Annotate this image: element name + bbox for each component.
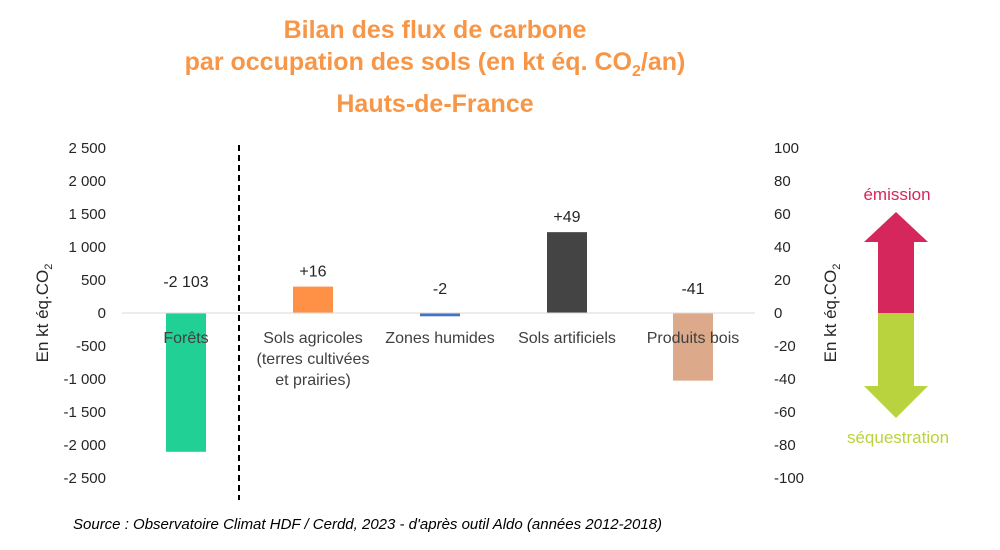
left-tick-label: 0 [98, 305, 106, 322]
data-label-zones-humides: -2 [433, 281, 447, 298]
bar-zones-humides [420, 313, 460, 317]
sequestration-label: séquestration [847, 428, 949, 447]
data-label-sols-artificiels: +49 [553, 209, 580, 226]
category-label-sols-agricoles: et prairies) [275, 372, 351, 389]
left-axis-label: En kt éq.CO2 [33, 264, 55, 363]
category-label-sols-artificiels: Sols artificiels [518, 330, 616, 347]
right-tick-label: -60 [774, 404, 796, 421]
bar-forets [166, 313, 206, 452]
title-line-3: Hauts-de-France [336, 90, 534, 118]
source-note: Source : Observatoire Climat HDF / Cerdd… [73, 516, 662, 533]
right-tick-label: -20 [774, 338, 796, 355]
sequestration-arrow-down [864, 313, 928, 418]
category-label-zones-humides: Zones humides [385, 330, 494, 347]
left-tick-label: 500 [81, 272, 106, 289]
category-label-forets: Forêts [163, 330, 208, 347]
data-label-produits-bois: -41 [681, 281, 704, 298]
right-tick-label: -100 [774, 470, 804, 487]
right-tick-label: -40 [774, 371, 796, 388]
bar-produits-bois [673, 313, 713, 381]
category-label-produits-bois: Produits bois [647, 330, 740, 347]
category-label-sols-agricoles: Sols agricoles [263, 330, 363, 347]
emission-sequestration-arrow [864, 212, 928, 418]
right-tick-label: 20 [774, 272, 791, 289]
left-tick-label: -2 000 [63, 437, 106, 454]
right-tick-label: 80 [774, 173, 791, 190]
left-tick-label: 1 500 [68, 206, 106, 223]
title-line-2: par occupation des sols (en kt éq. CO2/a… [184, 48, 686, 80]
bar-chart: 2 500 2 000 1 500 1 000 500 0 -500 -1 000 -1 500… [33, 140, 949, 500]
bar-sols-agricoles [293, 286, 333, 313]
category-labels: Forêts Sols agricoles (terres cultivées et … [163, 330, 739, 389]
left-tick-label: -1 500 [63, 404, 106, 421]
emission-label: émission [863, 185, 930, 204]
emission-arrow-up [864, 212, 928, 313]
data-label-forets: -2 103 [163, 274, 208, 291]
left-tick-label: 2 500 [68, 140, 106, 157]
data-label-sols-agricoles: +16 [299, 264, 326, 281]
right-tick-label: 100 [774, 140, 799, 157]
right-tick-label: 60 [774, 206, 791, 223]
right-tick-label: 40 [774, 239, 791, 256]
right-tick-label: -80 [774, 437, 796, 454]
left-tick-label: -2 500 [63, 470, 106, 487]
chart-title: Bilan des flux de carbone par occupation… [130, 14, 740, 120]
category-label-sols-agricoles: (terres cultivées [257, 351, 370, 368]
left-tick-label: -1 000 [63, 371, 106, 388]
bars [166, 232, 713, 452]
bar-sols-artificiels [547, 232, 587, 313]
right-axis-label: En kt éq.CO2 [821, 264, 843, 363]
data-labels: -2 103 +16 -2 +49 -41 [163, 209, 704, 298]
left-tick-label: -500 [76, 338, 106, 355]
left-tick-label: 2 000 [68, 173, 106, 190]
left-tick-label: 1 000 [68, 239, 106, 256]
right-tick-label: 0 [774, 305, 782, 322]
right-axis-ticks: 100 80 60 40 20 0 -20 -40 -60 -80 -100 [774, 140, 804, 487]
title-line-1: Bilan des flux de carbone [283, 16, 587, 44]
left-axis-ticks: 2 500 2 000 1 500 1 000 500 0 -500 -1 000 -1 500… [63, 140, 106, 487]
